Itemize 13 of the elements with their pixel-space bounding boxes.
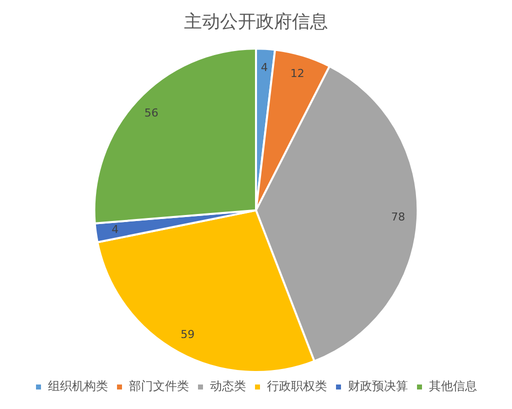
chart-title: 主动公开政府信息 [184, 11, 328, 32]
data-label: 78 [391, 210, 406, 224]
legend-label: 其他信息 [429, 379, 477, 394]
legend-label: 部门文件类 [129, 379, 189, 394]
legend-label: 财政预决算 [348, 379, 408, 394]
data-label: 4 [260, 61, 268, 74]
legend-label: 组织机构类 [48, 379, 108, 394]
data-label: 12 [290, 67, 304, 80]
data-label: 56 [144, 106, 158, 120]
legend-label: 行政职权类 [267, 379, 327, 394]
legend-label: 动态类 [210, 379, 246, 394]
data-label: 4 [112, 223, 119, 236]
data-label: 59 [180, 328, 195, 341]
